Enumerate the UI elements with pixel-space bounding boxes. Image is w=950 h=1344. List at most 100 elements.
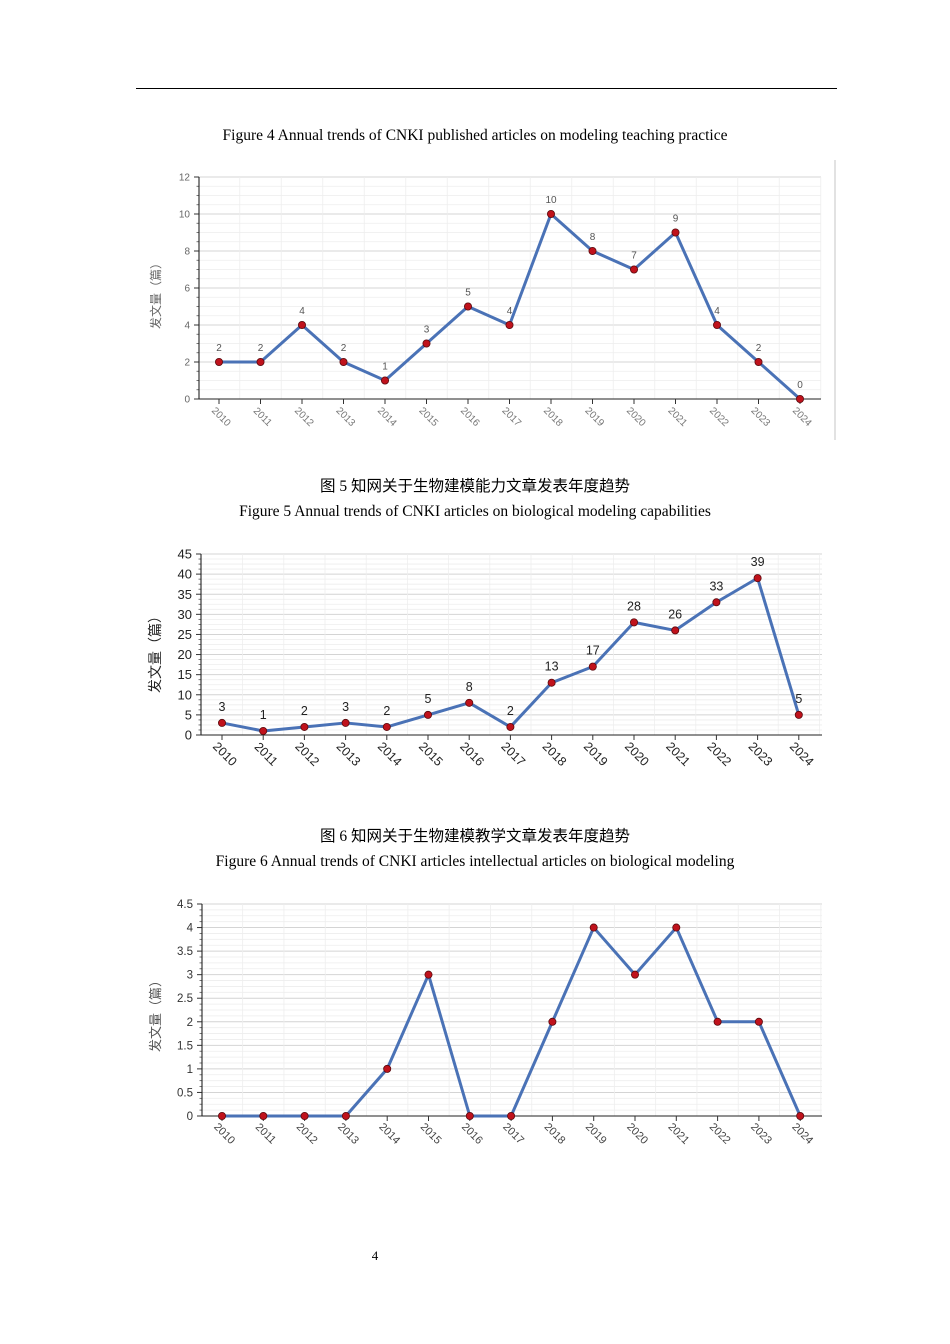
data-label: 8 — [590, 232, 596, 243]
x-tick-label: 2018 — [540, 739, 570, 769]
data-point — [754, 357, 763, 366]
data-label: 2 — [301, 704, 308, 718]
x-tick-label: 2011 — [253, 1121, 278, 1146]
x-tick-label: 2022 — [707, 1121, 733, 1147]
x-tick-label: 2016 — [459, 1121, 485, 1147]
data-label: 3 — [219, 700, 226, 714]
data-label: 2 — [756, 343, 762, 354]
x-tick-label: 2015 — [418, 1121, 444, 1147]
data-label: 7 — [631, 251, 637, 262]
y-tick-label: 3.5 — [177, 946, 193, 958]
x-tick-label: 2024 — [787, 739, 817, 769]
y-tick-label: 10 — [178, 687, 192, 702]
x-tick-label: 2018 — [542, 1121, 568, 1147]
y-tick-label: 2.5 — [177, 993, 193, 1005]
data-point — [672, 923, 681, 932]
y-axis-title: 发文量（篇） — [148, 257, 163, 329]
x-tick-label: 2015 — [417, 405, 441, 429]
data-label: 13 — [545, 660, 559, 674]
x-tick-label: 2010 — [209, 405, 233, 429]
x-tick-label: 2014 — [375, 405, 399, 429]
data-point — [256, 357, 265, 366]
data-point — [214, 357, 223, 366]
data-point — [796, 394, 805, 403]
data-point — [300, 722, 309, 731]
x-tick-label: 2019 — [581, 739, 611, 769]
x-tick-label: 2011 — [251, 406, 274, 429]
data-point — [259, 1111, 268, 1120]
data-point — [465, 698, 474, 707]
x-tick-label: 2023 — [746, 739, 776, 769]
y-tick-label: 5 — [185, 707, 192, 722]
x-tick-label: 2013 — [334, 739, 364, 769]
x-tick-label: 2013 — [334, 405, 358, 429]
data-point — [589, 923, 598, 932]
figure-6-chart: 0 0.5 1 1.5 2 2.5 3 3.5 4 4.5 2010 2011 2012 2013 2014… — [148, 899, 822, 1147]
y-tick-label: 4 — [184, 321, 190, 332]
y-tick-label: 2 — [187, 1017, 193, 1029]
x-tick-label: 2016 — [458, 405, 482, 429]
y-axis-title: 发文量（篇） — [148, 974, 163, 1052]
data-label: 2 — [216, 343, 222, 354]
y-axis-title: 发文量（篇） — [147, 609, 163, 693]
data-point — [547, 210, 556, 219]
data-label: 4 — [507, 306, 513, 317]
data-point — [424, 970, 433, 979]
x-tick-label: 2021 — [666, 405, 690, 429]
page-number: 4 — [371, 1248, 379, 1263]
data-label: 1 — [382, 362, 388, 373]
y-tick-label: 6 — [184, 284, 190, 295]
x-tick-label: 2012 — [292, 739, 322, 769]
data-point — [382, 722, 391, 731]
x-tick-label: 2017 — [498, 739, 528, 769]
y-tick-label: 2 — [184, 358, 190, 369]
data-point — [713, 320, 722, 329]
data-label: 1 — [260, 708, 267, 722]
y-tick-label: 25 — [178, 627, 192, 642]
x-tick-label: 2020 — [622, 739, 652, 769]
data-point — [754, 1017, 763, 1026]
y-tick-label: 0 — [187, 1111, 193, 1123]
y-tick-label: 12 — [179, 173, 191, 184]
data-point — [631, 970, 640, 979]
data-point — [217, 1111, 226, 1120]
data-point — [796, 1111, 805, 1120]
y-tick-label: 10 — [179, 210, 191, 221]
data-label: 3 — [342, 700, 349, 714]
y-tick-label: 4.5 — [177, 899, 193, 911]
data-point — [339, 357, 348, 366]
y-tick-label: 4 — [187, 923, 194, 935]
data-point — [588, 662, 597, 671]
data-point — [548, 1017, 557, 1026]
data-label: 2 — [341, 343, 347, 354]
data-point — [588, 247, 597, 256]
y-tick-label: 0.5 — [177, 1087, 193, 1099]
x-tick-label: 2017 — [500, 1121, 526, 1147]
data-point — [712, 598, 721, 607]
data-label: 2 — [507, 704, 514, 718]
x-tick-label: 2010 — [211, 1121, 237, 1147]
y-tick-label: 3 — [187, 970, 193, 982]
data-label: 28 — [627, 599, 641, 613]
data-label: 2 — [383, 704, 390, 718]
data-label: 0 — [797, 380, 803, 391]
x-tick-label: 2010 — [210, 739, 240, 769]
y-tick-label: 15 — [178, 667, 192, 682]
x-tick-label: 2020 — [624, 405, 648, 429]
data-point — [465, 1111, 474, 1120]
x-tick-label: 2013 — [335, 1121, 361, 1147]
x-tick-label: 2012 — [292, 405, 316, 429]
y-tick-label: 1.5 — [177, 1040, 193, 1052]
data-label: 39 — [751, 555, 765, 569]
figure-6-caption-en: Figure 6 Annual trends of CNKI articles … — [215, 853, 735, 870]
data-label: 9 — [673, 214, 679, 225]
data-point — [300, 1111, 309, 1120]
data-label: 3 — [424, 325, 430, 336]
y-tick-label: 35 — [178, 587, 192, 602]
data-point — [630, 618, 639, 627]
y-tick-label: 20 — [178, 647, 192, 662]
y-tick-label: 1 — [187, 1064, 193, 1076]
x-tick-label: 2018 — [541, 405, 565, 429]
figure-5-caption-cn: 图 5 知网关于生物建模能力文章发表年度趋势 — [319, 478, 630, 495]
